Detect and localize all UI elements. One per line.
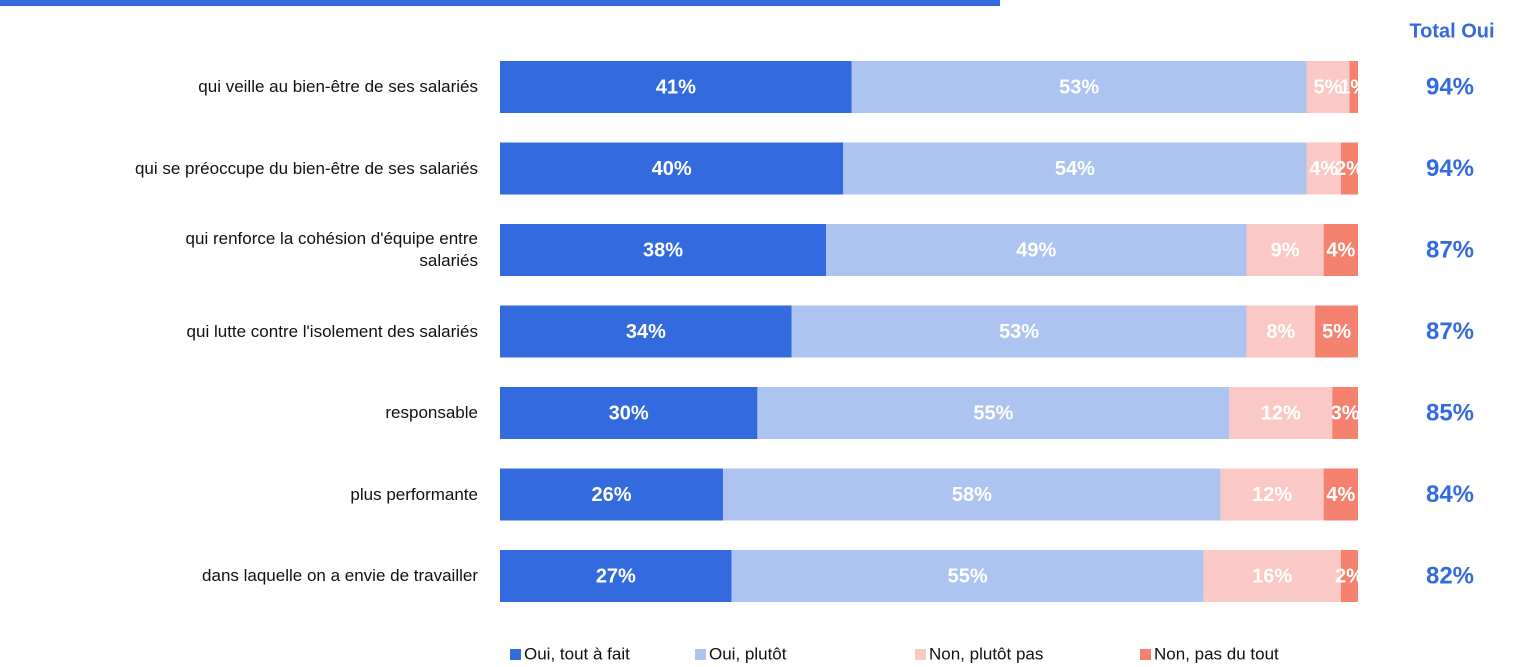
segment-label: 5% [1314,76,1343,98]
bar-segment [826,224,1247,276]
category-label: responsable [385,403,478,422]
legend-swatch [1140,649,1151,660]
segment-label: 26% [592,484,632,506]
bar-segment [1315,305,1358,358]
bar-segment [500,305,792,358]
category-label: qui lutte contre l'isolement des salarié… [186,321,478,341]
bar-segment [1340,142,1358,195]
category-label: qui se préoccupe du bien-être de ses sal… [134,158,478,178]
segment-label: 3% [1331,402,1360,424]
segment-label: 4% [1326,484,1355,506]
segment-label: 2% [1335,158,1364,180]
bar-segment [757,387,1230,439]
bar-segment [851,61,1307,113]
totals-title: Total Oui [1409,20,1494,42]
category-label: qui renforce la cohésion d'équipe entre … [185,229,478,270]
category-label: qui veille au bien-être de ses salariés [198,77,478,96]
bar-segment [843,142,1307,195]
segment-label: 12% [1261,402,1301,424]
bar-segment [731,550,1204,602]
total-label: 85% [1426,399,1474,426]
bar-segment [723,468,1221,521]
legend-swatch [695,649,706,660]
bar-segment [1349,61,1358,113]
bar-segment [1203,550,1341,602]
bar-segment [500,142,844,195]
bar-segment [500,61,852,113]
legend-swatch [510,649,521,660]
bar-segment [1229,387,1333,439]
bar-segment [1306,142,1341,195]
total-label: 94% [1426,155,1474,182]
category-label: dans laquelle on a envie de travailler [202,566,478,585]
legend-label: Oui, tout à fait [524,644,630,663]
segment-label: 55% [973,402,1013,424]
total-label: 82% [1426,562,1474,589]
bar-segment [1306,61,1350,113]
bar-segment [1246,305,1316,358]
bar-segment [500,550,732,602]
segment-label: 30% [609,402,649,424]
segment-label: 1% [1339,76,1368,98]
segment-label: 4% [1326,239,1355,261]
segment-label: 49% [1016,239,1056,261]
segment-label: 16% [1252,565,1292,587]
bar-segment [500,468,724,521]
segment-label: 41% [656,76,696,98]
bar-segment [1323,224,1358,276]
legend-label: Non, plutôt pas [929,644,1043,663]
bar-segment [791,305,1247,358]
bar-segment [1246,224,1324,276]
total-label: 84% [1426,481,1474,508]
bar-segment [500,387,758,439]
bar-segment [500,224,827,276]
segment-label: 53% [999,321,1039,343]
segment-label: 58% [952,484,992,506]
segment-label: 8% [1266,321,1295,343]
legend-label: Oui, plutôt [709,644,787,663]
bar-segment [1340,550,1358,602]
total-label: 94% [1426,73,1474,100]
bar-segment [1220,468,1324,521]
total-label: 87% [1426,236,1474,263]
legend-swatch [915,649,926,660]
total-label: 87% [1426,318,1474,345]
header-rule [0,0,1000,6]
bar-segment [1323,468,1358,521]
bar-segment [1332,387,1358,439]
segment-label: 27% [596,565,636,587]
segment-label: 53% [1059,76,1099,98]
segment-label: 12% [1252,484,1292,506]
segment-label: 9% [1271,239,1300,261]
segment-label: 2% [1335,565,1364,587]
segment-label: 4% [1309,158,1338,180]
segment-label: 38% [643,239,683,261]
segment-label: 40% [652,158,692,180]
segment-label: 54% [1055,158,1095,180]
segment-label: 34% [626,321,666,343]
segment-label: 55% [948,565,988,587]
legend-label: Non, pas du tout [1154,644,1279,663]
category-label: plus performante [350,484,478,504]
segment-label: 5% [1322,321,1351,343]
